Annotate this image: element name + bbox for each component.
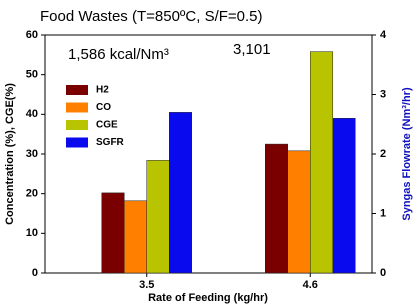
legend-label: CGE xyxy=(96,120,118,131)
legend-swatch xyxy=(66,137,88,148)
y2-tick-label: 3 xyxy=(380,88,386,100)
bar xyxy=(265,143,288,274)
bar xyxy=(332,118,356,274)
y-tick-label: 10 xyxy=(26,227,38,239)
legend-label: SGFR xyxy=(96,137,125,148)
bar xyxy=(287,150,311,274)
legend-swatch xyxy=(66,102,88,113)
y-tick-label: 0 xyxy=(32,267,38,279)
y2-axis-label: Syngas Flowrate (Nm³/hr) xyxy=(401,87,413,221)
chart-title: Food Wastes (T=850ºC, S/F=0.5) xyxy=(40,8,263,25)
y-tick-label: 40 xyxy=(26,108,38,120)
y2-tick-label: 1 xyxy=(380,207,386,219)
legend-swatch xyxy=(66,120,88,130)
bar xyxy=(310,51,333,274)
y-tick-label: 60 xyxy=(26,29,38,41)
x-axis-label: Rate of Feeding (kg/hr) xyxy=(148,292,268,304)
y-tick-label: 20 xyxy=(26,188,38,200)
y2-tick-label: 0 xyxy=(380,267,386,279)
y-tick-label: 30 xyxy=(26,148,38,160)
annotation: 1,586 kcal/Nm³ xyxy=(68,46,169,63)
y2-tick-label: 4 xyxy=(380,29,387,41)
legend-label: CO xyxy=(96,102,111,113)
y2-tick-label: 2 xyxy=(380,148,386,160)
bar xyxy=(146,160,170,274)
bar xyxy=(169,112,192,274)
x-tick-label: 4.6 xyxy=(303,279,318,291)
legend-swatch xyxy=(66,85,88,95)
legend-label: H2 xyxy=(96,85,109,96)
y-axis-label: Concentration (%), CGE(%) xyxy=(4,83,16,225)
x-tick-label: 3.5 xyxy=(139,279,154,291)
annotation: 3,101 xyxy=(233,41,271,58)
y-tick-label: 50 xyxy=(26,69,38,81)
bar xyxy=(124,200,147,274)
bar xyxy=(101,192,125,274)
